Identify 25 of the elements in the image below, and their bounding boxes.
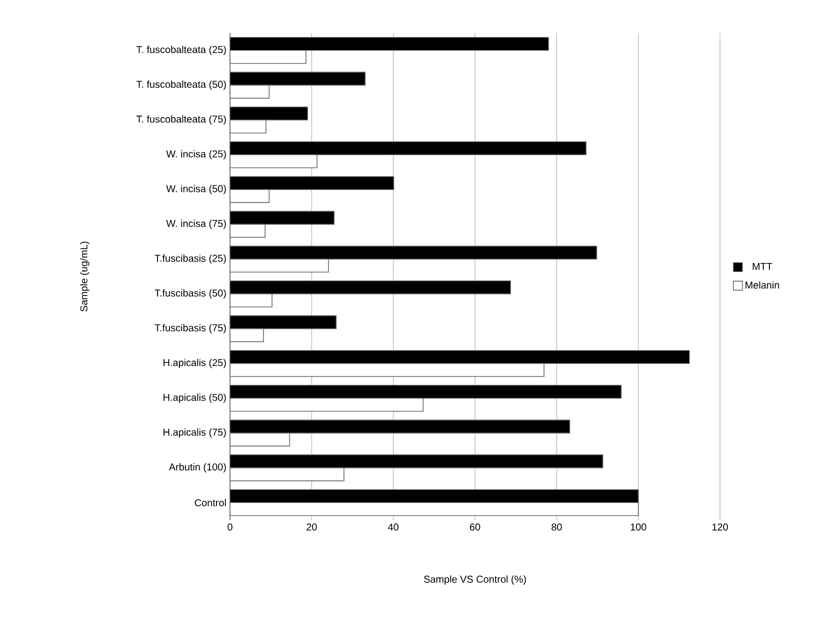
- y-tick-label: T. fuscobalteata (75): [136, 115, 226, 125]
- y-tick-label: Arbutin (100): [168, 463, 226, 472]
- y-tick-label: T.fuscibasis (75): [154, 324, 226, 334]
- x-tick-label: 20: [306, 524, 317, 531]
- y-tick-label: H.apicalis (50): [164, 394, 226, 403]
- y-tick-label: T. fuscobalteata (50): [136, 80, 226, 90]
- y-tick-label: W. incisa (50): [166, 184, 226, 194]
- y-tick-label: W. incisa (75): [166, 220, 226, 229]
- y-tick-label: Control: [194, 498, 226, 506]
- legend-label: MTT: [752, 262, 772, 270]
- y-tick-label: T.fuscibasis (25): [154, 254, 226, 264]
- y-tick-label: H.apicalis (25): [164, 358, 226, 368]
- y-axis-title: Sample (ug/mL): [80, 242, 90, 312]
- x-tick-label: 0: [228, 524, 232, 531]
- y-tick-label: W. incisa (25): [166, 150, 226, 160]
- x-tick-label: 120: [712, 524, 728, 531]
- x-tick-label: 80: [552, 524, 562, 531]
- y-tick-label: T. fuscobalteata (25): [136, 46, 226, 56]
- x-axis-title: Sample VS Control (%): [424, 575, 526, 585]
- x-tick-label: 40: [388, 524, 398, 531]
- legend-label: Melanin: [746, 281, 780, 289]
- x-tick-label: 60: [470, 524, 480, 531]
- y-tick-label: H.apicalis (75): [164, 428, 226, 438]
- y-tick-label: T.fuscibasis (50): [154, 289, 226, 299]
- x-tick-label: 100: [630, 524, 646, 531]
